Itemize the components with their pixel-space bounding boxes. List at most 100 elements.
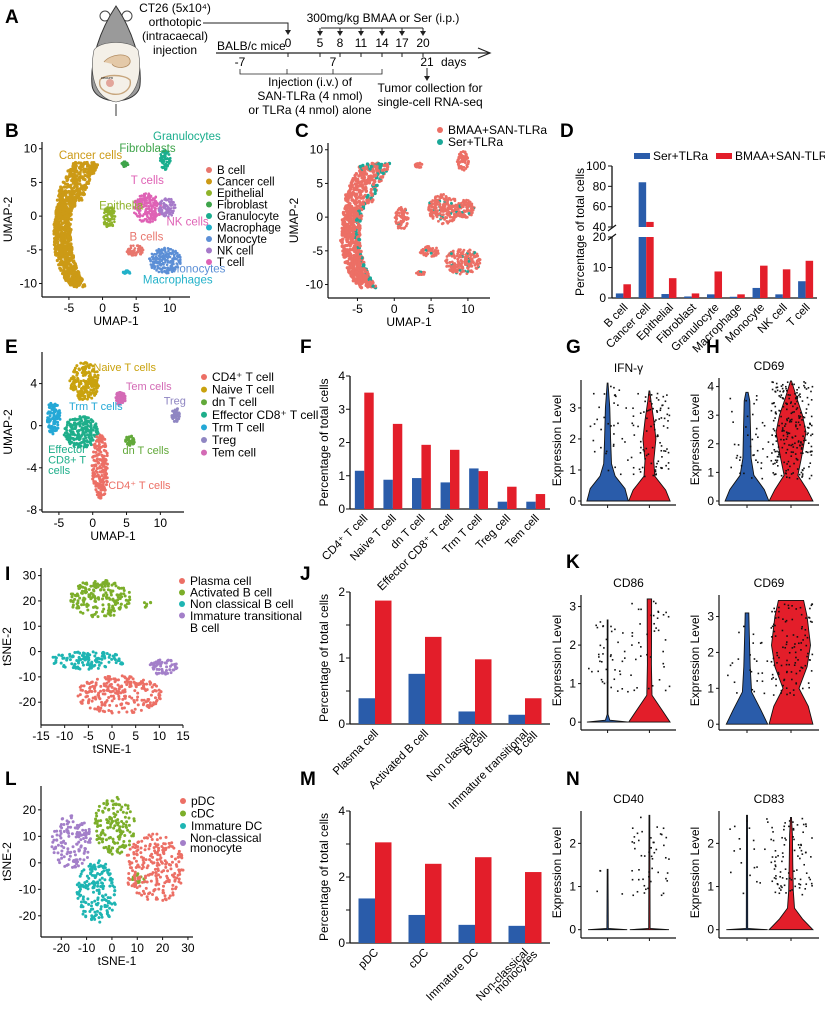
- jitter-point: [803, 439, 805, 442]
- panel-letter-g: G: [566, 337, 581, 358]
- scatter-point: [358, 285, 363, 289]
- scatter-point: [443, 204, 447, 208]
- scatter-point: [55, 258, 59, 263]
- jitter-point: [786, 402, 788, 405]
- scatter-point: [456, 211, 460, 215]
- jitter-point: [798, 386, 800, 389]
- scatter-point: [149, 258, 152, 262]
- jitter-point: [755, 433, 757, 436]
- jitter-point: [792, 472, 795, 474]
- jitter-point: [796, 391, 798, 394]
- jitter-point: [598, 406, 600, 409]
- scatter-point: [368, 280, 372, 284]
- jitter-point: [796, 468, 799, 470]
- scatter-point: [66, 266, 70, 270]
- scatter-point: [81, 176, 85, 180]
- jitter-point: [794, 442, 796, 445]
- jitter-point: [659, 407, 662, 410]
- scatter-point: [452, 218, 456, 222]
- scatter-point: [460, 204, 464, 207]
- y-tick-label: 80: [593, 179, 607, 193]
- scatter-point: [348, 184, 352, 188]
- scatter-point: [170, 198, 173, 202]
- scatter-point: [465, 205, 469, 209]
- scatter-point: [166, 210, 170, 214]
- legend: Ser+TLRa BMAA+SAN-TLRa: [634, 149, 825, 163]
- scatter-point: [59, 263, 63, 267]
- scatter-point: [149, 194, 153, 198]
- scatter-point: [113, 220, 116, 224]
- scatter-point: [353, 261, 357, 265]
- scatter-point: [56, 412, 60, 416]
- legend-marker: [201, 424, 207, 431]
- jitter-point: [664, 450, 667, 452]
- scatter-point: [103, 437, 107, 441]
- jitter-point: [732, 421, 734, 423]
- jitter-point: [649, 400, 652, 403]
- legend-swatch: [716, 153, 732, 159]
- jitter-point: [785, 469, 787, 472]
- scatter-point: [70, 205, 74, 209]
- jitter-point: [781, 422, 783, 425]
- scatter-point: [92, 454, 96, 458]
- jitter-point: [810, 390, 812, 393]
- jitter-point: [780, 394, 783, 396]
- jitter-point: [790, 451, 793, 453]
- jitter-point: [658, 418, 661, 420]
- scatter-point: [159, 268, 163, 271]
- jitter-point: [613, 402, 615, 404]
- scatter-point: [57, 204, 61, 208]
- scatter-point: [373, 187, 377, 192]
- scatter-point: [170, 203, 174, 206]
- legend-marker: [206, 201, 212, 208]
- scatter-point: [78, 420, 82, 424]
- cluster-label: Epithelia: [99, 200, 144, 212]
- jitter-point: [593, 450, 596, 453]
- scatter-point: [64, 198, 68, 202]
- jitter-point: [662, 395, 665, 398]
- jitter-point: [773, 402, 775, 404]
- legend-marker: [201, 399, 207, 406]
- scatter-point: [78, 397, 82, 401]
- scatter-point: [67, 248, 72, 252]
- scatter-point: [148, 197, 152, 201]
- scatter-point: [71, 417, 75, 421]
- scatter-point: [73, 378, 77, 382]
- scatter-point: [361, 185, 365, 190]
- scatter-point: [102, 493, 106, 497]
- y-tick-label: 0: [569, 494, 576, 508]
- jitter-point: [801, 469, 804, 472]
- jitter-point: [794, 397, 797, 400]
- jitter-point: [810, 454, 813, 456]
- scatter-point: [126, 270, 130, 274]
- scatter-point: [75, 182, 79, 186]
- scatter-point: [158, 209, 162, 212]
- jitter-point: [796, 427, 799, 430]
- violin-bmaa-san-tlra: [628, 390, 671, 502]
- scatter-point: [400, 210, 404, 214]
- scatter-point: [75, 170, 79, 174]
- scatter-point: [69, 257, 73, 262]
- x-tick-label: 0: [99, 301, 106, 315]
- scatter-point: [348, 227, 353, 231]
- jitter-point: [643, 450, 646, 452]
- scatter-point: [353, 209, 358, 214]
- scatter-point: [109, 209, 113, 213]
- y-tick-label: 3: [338, 402, 345, 416]
- scatter-point: [59, 206, 64, 210]
- legend-label: Fibroblast: [217, 200, 268, 212]
- scatter-point: [385, 162, 390, 166]
- scatter-point: [87, 174, 91, 178]
- scatter-point: [152, 253, 155, 256]
- scatter-point: [78, 394, 82, 398]
- scatter-point: [112, 613, 116, 617]
- scatter-point: [98, 433, 102, 437]
- treatment-arrows: [317, 28, 426, 36]
- scatter-point: [454, 205, 458, 208]
- scatter-point: [156, 261, 159, 265]
- scatter-point: [340, 244, 344, 249]
- scatter-point: [347, 248, 351, 253]
- treatment-arrow-head: [337, 31, 343, 36]
